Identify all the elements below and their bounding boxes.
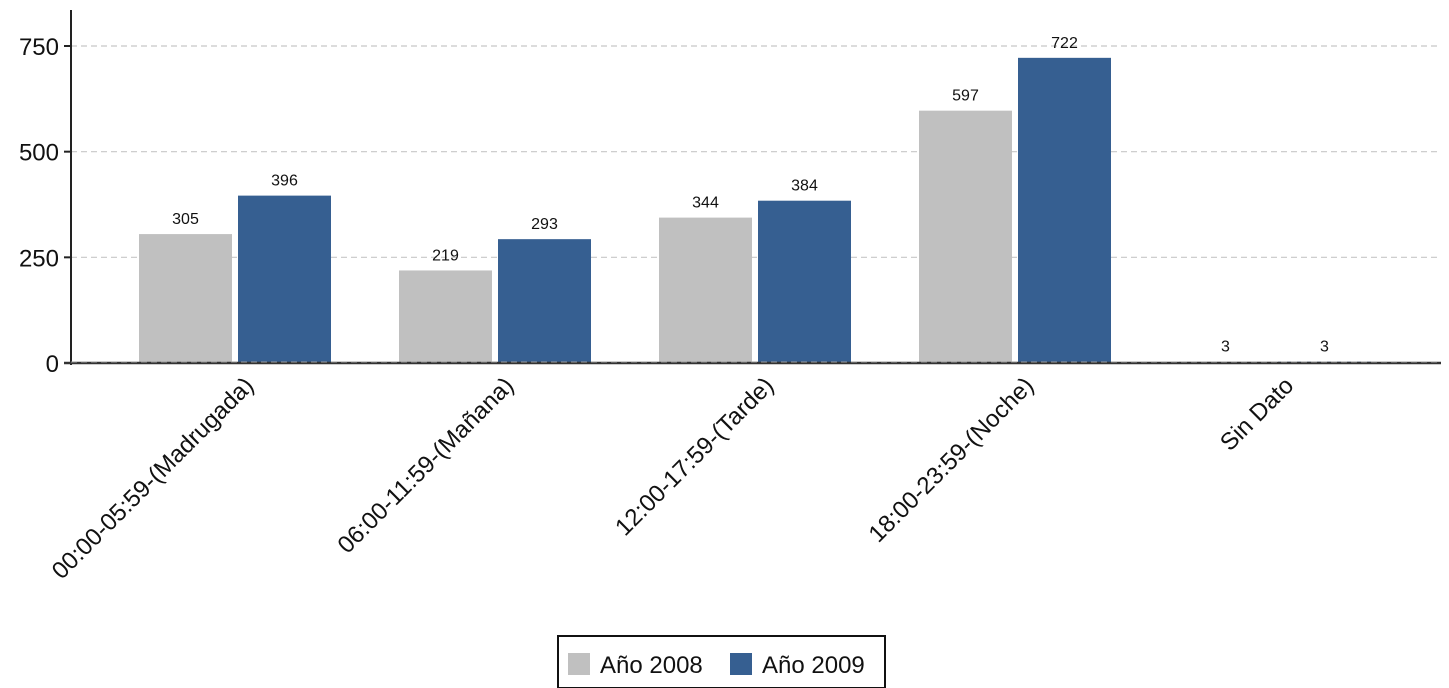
bar-2008-1 (399, 270, 492, 363)
x-category-label: 18:00-23:59-(Noche) (864, 372, 1040, 548)
data-label: 3 (1320, 339, 1329, 356)
data-label: 722 (1051, 35, 1078, 52)
data-labels: 305 396 219 293 344 384 597 722 3 3 (172, 35, 1329, 356)
gridlines (71, 45, 1441, 258)
legend-label-2008: Año 2008 (600, 652, 703, 679)
bar-2008-0 (139, 234, 232, 363)
legend: Año 2008 Año 2009 (557, 635, 886, 688)
y-tick-label: 250 (19, 245, 59, 272)
x-category-label: 00:00-05:59-(Madrugada) (47, 372, 259, 584)
data-label: 597 (952, 88, 979, 105)
data-label: 384 (791, 178, 818, 195)
legend-swatch-2008 (568, 653, 590, 675)
y-tick-label: 500 (19, 140, 59, 167)
x-category-label: 12:00-17:59-(Tarde) (610, 372, 779, 541)
bar-2008-3 (919, 110, 1012, 363)
bar-2009-2 (758, 200, 851, 363)
bars (139, 57, 1371, 364)
data-label: 3 (1221, 339, 1230, 356)
y-axis: 0 250 500 750 (19, 10, 72, 378)
y-tick-label: 0 (46, 351, 59, 378)
bar-2008-2 (659, 217, 752, 363)
legend-swatch-2009 (730, 653, 752, 675)
legend-label-2009: Año 2009 (762, 652, 865, 679)
data-label: 219 (432, 247, 459, 264)
x-category-label: 06:00-11:59-(Mañana) (333, 372, 520, 559)
bar-2009-1 (498, 239, 591, 363)
data-label: 293 (531, 216, 558, 233)
data-label: 396 (271, 173, 298, 190)
legend-box (557, 635, 886, 688)
y-tick-label: 750 (19, 34, 59, 61)
data-label: 344 (692, 195, 719, 212)
bar-2009-0 (238, 195, 331, 363)
data-label: 305 (172, 211, 199, 228)
x-category-label: Sin Dato (1215, 372, 1299, 456)
bar-2009-3 (1018, 57, 1111, 364)
x-axis: 00:00-05:59-(Madrugada) 06:00-11:59-(Maña… (47, 361, 1441, 585)
